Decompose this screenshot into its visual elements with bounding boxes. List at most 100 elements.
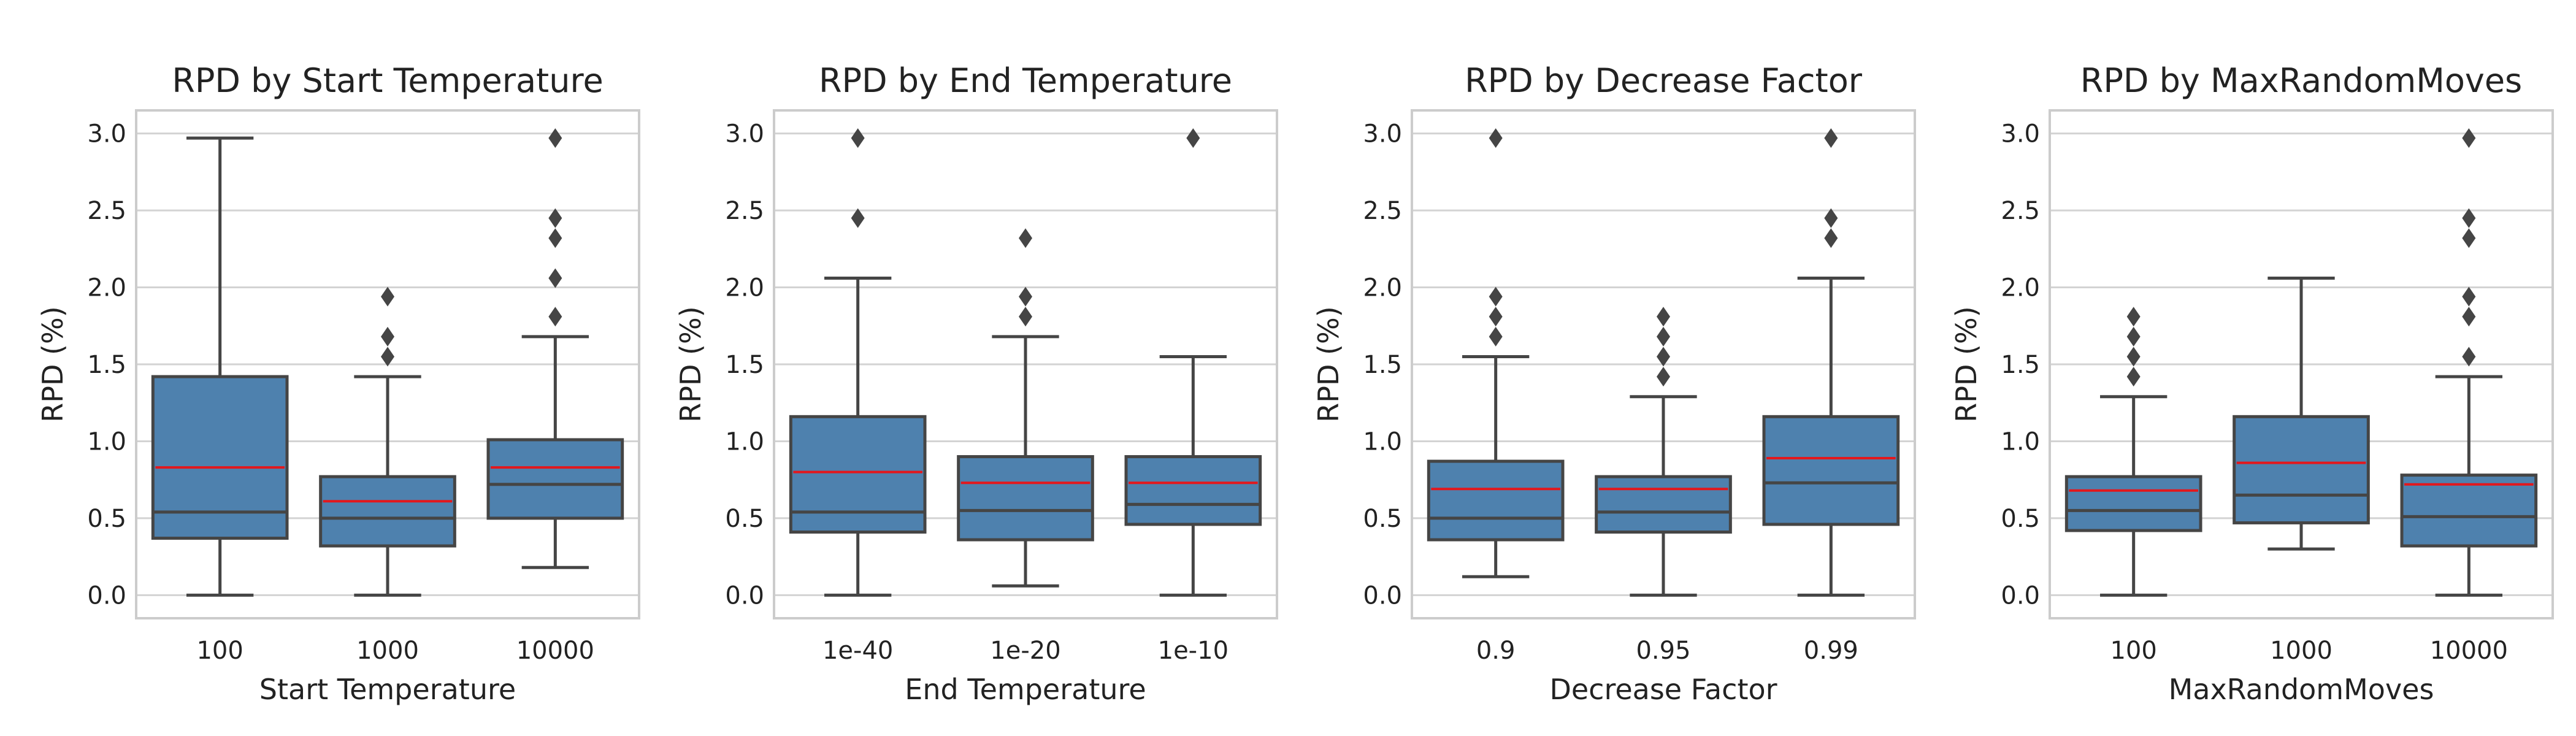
iqr-box <box>1762 415 1900 526</box>
y-tick-label: 2.0 <box>87 274 126 302</box>
iqr-box <box>2400 473 2538 548</box>
y-tick-label: 1.0 <box>87 427 126 456</box>
y-tick-label: 2.0 <box>725 274 764 302</box>
y-tick-label: 2.5 <box>2001 197 2040 225</box>
box-0.95 <box>1595 307 1732 597</box>
y-tick-label: 1.5 <box>725 351 764 379</box>
chart-panel-2: 0.0 0.5 1.0 1.5 2.0 2.5 3.0 1e-40 1e-20 1e-10 RPD … <box>674 61 1278 706</box>
iqr-box <box>789 415 927 534</box>
x-tick-label: 0.9 <box>1476 637 1516 665</box>
y-tick-label: 2.0 <box>2001 274 2040 302</box>
iqr-box <box>151 375 289 540</box>
y-axis-label: RPD (%) <box>36 306 69 422</box>
outlier-point <box>2462 286 2476 307</box>
x-tick-label: 1e-10 <box>1158 637 1229 665</box>
iqr-box <box>486 438 624 520</box>
outlier-point <box>1489 326 1503 347</box>
iqr-box <box>1595 475 1732 534</box>
y-tick-label: 3.0 <box>2001 120 2040 148</box>
x-tick-label: 100 <box>2110 637 2156 665</box>
outlier-point <box>1824 228 1838 248</box>
outlier-point <box>548 268 562 288</box>
x-axis-label: Start Temperature <box>259 673 516 706</box>
y-tick-label: 1.5 <box>1363 351 1402 379</box>
outlier-point <box>1019 228 1032 248</box>
outlier-point <box>1489 128 1503 148</box>
y-tick-label: 1.0 <box>2001 427 2040 456</box>
outlier-point <box>1657 307 1670 327</box>
box-100 <box>151 136 289 597</box>
x-tick-label: 100 <box>196 637 243 665</box>
outlier-point <box>1824 128 1838 148</box>
chart-title: RPD by MaxRandomMoves <box>2080 61 2522 100</box>
plot-frame <box>135 109 640 619</box>
box-1e-40 <box>789 128 927 597</box>
outlier-point <box>2462 128 2476 148</box>
outlier-point <box>1489 286 1503 307</box>
chart-title: RPD by End Temperature <box>819 61 1232 100</box>
outlier-point <box>851 208 865 228</box>
box-1000 <box>319 286 456 597</box>
y-tick-label: 3.0 <box>87 120 126 148</box>
y-tick-label: 0.0 <box>2001 581 2040 610</box>
box-10000 <box>2400 128 2538 597</box>
box-100 <box>2064 307 2202 597</box>
outlier-point <box>1186 128 1200 148</box>
y-tick-label: 0.5 <box>725 505 764 533</box>
y-tick-label: 1.5 <box>2001 351 2040 379</box>
box-1000 <box>2233 276 2370 551</box>
outlier-point <box>548 228 562 248</box>
x-tick-label: 1e-20 <box>990 637 1060 665</box>
iqr-box <box>1124 455 1262 526</box>
outlier-point <box>2126 307 2141 327</box>
y-tick-label: 3.0 <box>1363 120 1402 148</box>
x-axis-label: Decrease Factor <box>1549 673 1777 706</box>
x-tick-label: 0.99 <box>1804 637 1858 665</box>
x-tick-label: 10000 <box>516 637 594 665</box>
x-tick-label: 1000 <box>2270 637 2333 665</box>
box-0.9 <box>1427 128 1565 578</box>
iqr-box <box>2064 475 2202 532</box>
box-10000 <box>486 128 624 569</box>
y-tick-label: 0.0 <box>725 581 764 610</box>
y-tick-label: 0.5 <box>87 505 126 533</box>
y-tick-label: 0.0 <box>1363 581 1402 610</box>
y-tick-label: 2.5 <box>725 197 764 225</box>
outlier-point <box>1657 326 1670 347</box>
y-tick-label: 2.5 <box>87 197 126 225</box>
x-axis-label: End Temperature <box>905 673 1146 706</box>
iqr-box <box>319 475 456 548</box>
outlier-point <box>2126 326 2141 347</box>
plot-frame <box>2049 109 2554 619</box>
y-axis-label: RPD (%) <box>1950 306 1983 422</box>
chart-panel-4: 0.0 0.5 1.0 1.5 2.0 2.5 3.0 100 1000 10000 RPD by … <box>1950 61 2554 706</box>
chart-panel-1: 0.0 0.5 1.0 1.5 2.0 2.5 3.0 100 1000 10000 RPD by … <box>36 61 640 706</box>
outlier-point <box>1019 307 1032 327</box>
outlier-point <box>2126 367 2141 387</box>
y-tick-label: 1.0 <box>725 427 764 456</box>
iqr-box <box>1427 459 1565 542</box>
outlier-point <box>1657 347 1670 367</box>
outlier-point <box>1019 286 1032 307</box>
y-tick-label: 1.0 <box>1363 427 1402 456</box>
x-axis-label: MaxRandomMoves <box>2169 673 2434 706</box>
box-1e-10 <box>1124 128 1262 597</box>
x-tick-label: 0.95 <box>1636 637 1690 665</box>
y-tick-label: 0.5 <box>2001 505 2040 533</box>
outlier-point <box>548 307 562 327</box>
x-tick-label: 10000 <box>2430 637 2508 665</box>
chart-title: RPD by Decrease Factor <box>1465 61 1863 100</box>
y-tick-label: 1.5 <box>87 351 126 379</box>
outlier-point <box>381 347 394 367</box>
outlier-point <box>2462 307 2476 327</box>
iqr-box <box>957 455 1094 542</box>
outlier-point <box>2462 208 2476 228</box>
outlier-point <box>2126 347 2141 367</box>
outlier-point <box>381 286 394 307</box>
y-tick-label: 2.0 <box>1363 274 1402 302</box>
chart-title: RPD by Start Temperature <box>172 61 603 100</box>
x-tick-label: 1e-40 <box>822 637 893 665</box>
outlier-point <box>2462 228 2476 248</box>
y-axis-label: RPD (%) <box>1312 306 1345 422</box>
